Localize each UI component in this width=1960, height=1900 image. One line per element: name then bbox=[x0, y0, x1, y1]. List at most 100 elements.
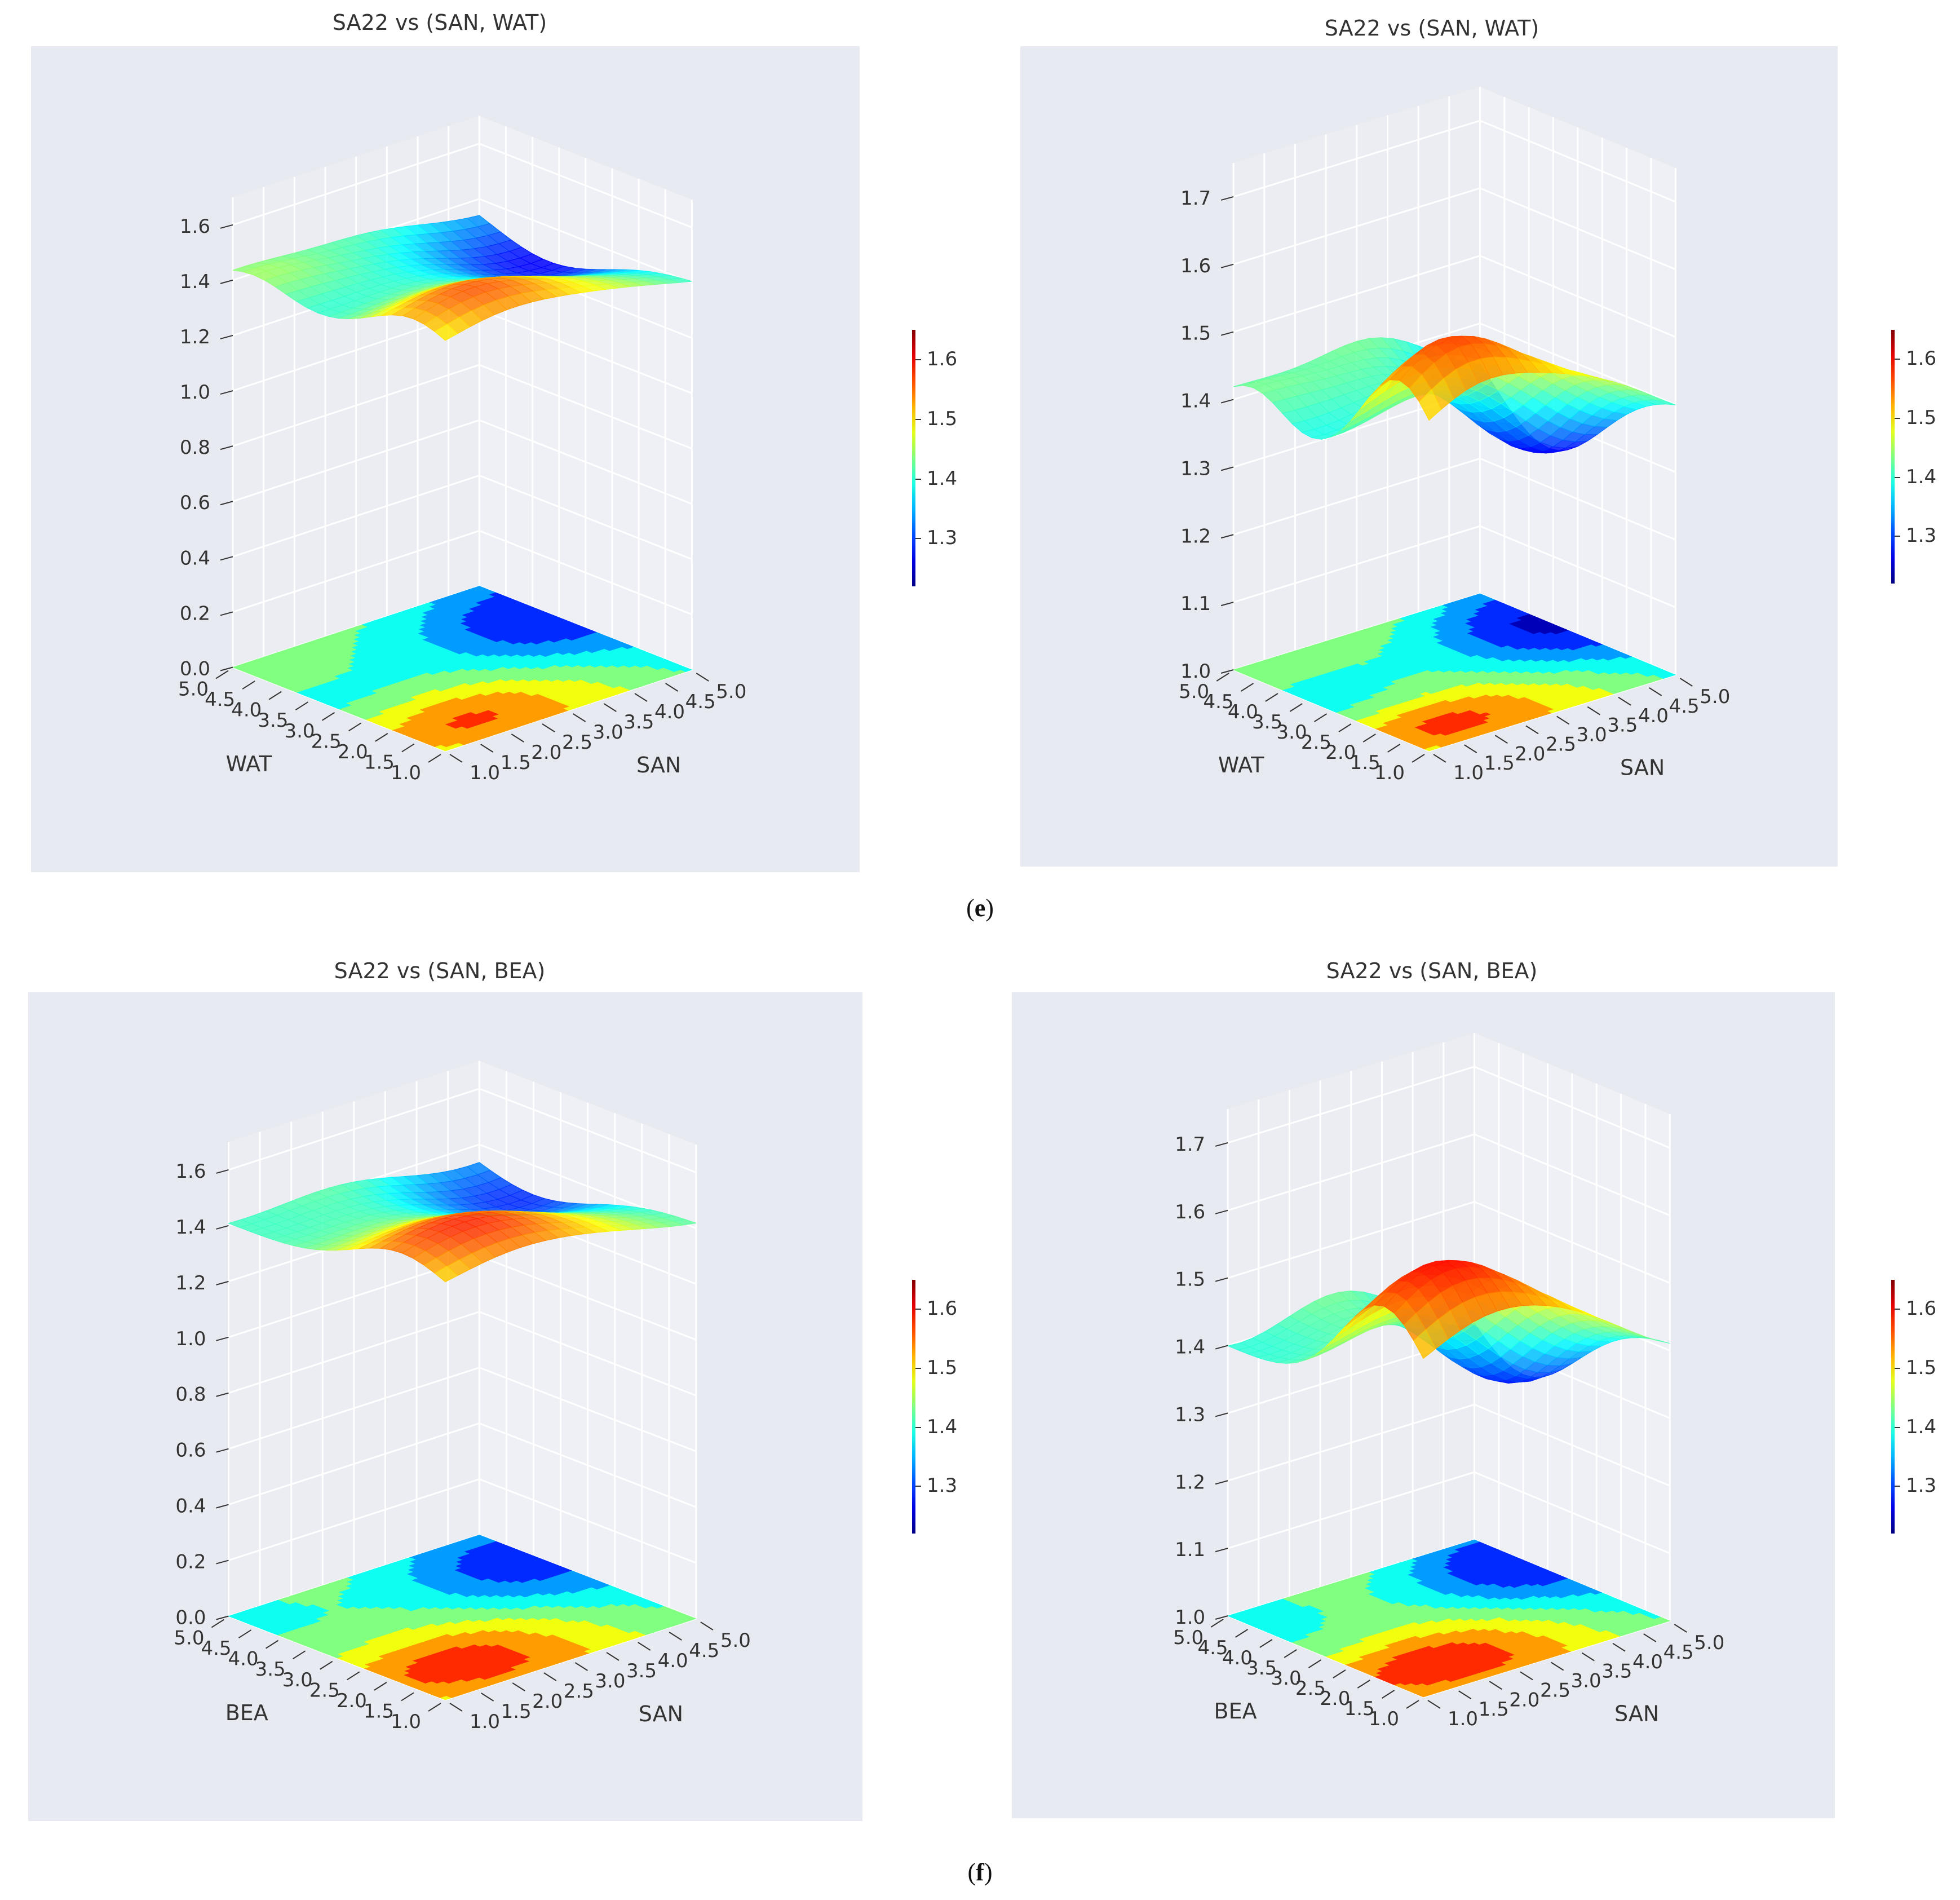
colorbar-tick-label: 1.4 bbox=[1906, 465, 1937, 488]
y-tick-mark bbox=[1618, 696, 1631, 706]
colorbar-tick-mark bbox=[1895, 536, 1900, 537]
gridline bbox=[1233, 120, 1676, 203]
colorbar-tick-label: 1.6 bbox=[927, 347, 958, 370]
z-tick-label: 1.0 bbox=[180, 381, 210, 404]
tick-labels: 1.01.52.02.53.03.54.04.55.01.0 1.5 2.0 2.5 3… bbox=[1179, 187, 1730, 784]
chart-panel-e-right: SA22 vs (SAN, WAT) 1.0 1.5 2.0 2.5 3.0 3.5 4.0… bbox=[992, 0, 1960, 902]
z-tick-mark bbox=[220, 611, 233, 616]
z-tick-label: 1.6 bbox=[180, 215, 210, 238]
colorbar-tick-mark bbox=[915, 359, 921, 360]
x-tick-label: 1.0 bbox=[1374, 762, 1405, 784]
tick-labels: 1.01.52.02.53.03.54.04.55.01.0 1.5 2.0 2.5 3… bbox=[178, 215, 746, 784]
x-tick-mark bbox=[428, 754, 441, 763]
z-tick-mark bbox=[220, 335, 233, 339]
x-tick-mark bbox=[1265, 693, 1278, 702]
y-tick-mark bbox=[1494, 735, 1508, 744]
y-tick-mark bbox=[1556, 715, 1570, 725]
z-tick-mark bbox=[1220, 196, 1234, 201]
y-tick-mark bbox=[511, 734, 524, 743]
gridline bbox=[228, 1422, 697, 1508]
x-tick-mark bbox=[1362, 734, 1376, 743]
z-tick-label: 1.5 bbox=[1180, 322, 1211, 345]
caption-letter: e bbox=[974, 894, 986, 922]
plot-area: 1.0 1.5 2.0 2.5 3.0 3.5 4.0 4.5 5.0 1.0 1.5 2.0 2.5 3… bbox=[1020, 46, 1838, 867]
surface bbox=[232, 215, 692, 341]
x-tick-label: 1.5 bbox=[1350, 752, 1381, 774]
y-tick-mark bbox=[573, 713, 586, 722]
gridline bbox=[232, 474, 692, 560]
contour-cell bbox=[472, 586, 485, 591]
z-tick-label: 1.2 bbox=[180, 326, 210, 348]
x-axis-label: WAT bbox=[226, 752, 273, 776]
z-tick-mark bbox=[1220, 263, 1234, 268]
colorbar-tick-mark bbox=[1895, 417, 1900, 419]
x-tick-mark bbox=[321, 712, 335, 721]
y-tick-label: 4.0 bbox=[1638, 705, 1669, 727]
gridline bbox=[1233, 525, 1676, 608]
z-tick-label: 0.2 bbox=[180, 602, 210, 625]
colorbar-tick-label: 1.5 bbox=[1906, 406, 1937, 429]
gridline bbox=[228, 1367, 697, 1452]
y-tick-label: 4.5 bbox=[685, 691, 716, 713]
x-tick-label: 2.5 bbox=[1301, 731, 1331, 754]
y-tick-label: 3.0 bbox=[1577, 724, 1607, 746]
caption-close: ) bbox=[985, 894, 994, 922]
y-tick-mark bbox=[449, 754, 463, 763]
chart-title: SA22 vs (SAN, WAT) bbox=[332, 10, 547, 35]
x-tick-mark bbox=[401, 743, 415, 753]
chart-panel-e-left: SA22 vs (SAN, WAT) 1.0 1.5 2.0 2.5 3.0 3.5 4.0… bbox=[0, 0, 957, 902]
z-tick-mark bbox=[220, 445, 233, 450]
y-tick-label: 3.5 bbox=[1607, 714, 1638, 737]
z-tick-label: 0.8 bbox=[180, 436, 210, 459]
gridline bbox=[1233, 457, 1676, 541]
x-tick-mark bbox=[375, 733, 388, 742]
x-tick-label: 5.0 bbox=[178, 678, 209, 701]
y-tick-label: 1.5 bbox=[1484, 752, 1515, 775]
x-tick-label: 3.5 bbox=[1252, 711, 1282, 734]
plot-svg: 1.01.52.02.53.03.54.04.55.01.0 1.5 2.0 2.5 3… bbox=[174, 1061, 751, 1733]
x-tick-label: 3.5 bbox=[258, 709, 288, 732]
colorbar-tick-label: 1.4 bbox=[927, 467, 958, 490]
z-tick-mark bbox=[1220, 669, 1234, 674]
floor-contour bbox=[1232, 593, 1676, 752]
x-tick-label: 3.0 bbox=[284, 720, 315, 743]
z-tick-label: 0.0 bbox=[180, 658, 210, 681]
x-tick-mark bbox=[295, 701, 308, 711]
y-tick-label: 5.0 bbox=[716, 681, 746, 703]
surface-patch bbox=[1419, 388, 1442, 421]
y-tick-label: 3.0 bbox=[593, 721, 623, 744]
colorbar: 1.3 1.4 1.5 1.6 bbox=[1891, 330, 1936, 584]
y-tick-mark bbox=[542, 723, 555, 732]
y-tick-mark bbox=[665, 683, 679, 692]
gridline bbox=[232, 143, 692, 228]
y-tick-mark bbox=[696, 673, 709, 682]
z-tick-mark bbox=[220, 501, 233, 506]
x-tick-label: 1.5 bbox=[364, 751, 395, 774]
y-tick-label: 3.5 bbox=[623, 711, 654, 734]
colorbar: 1.3 1.4 1.5 1.6 bbox=[912, 330, 957, 586]
z-tick-label: 1.0 bbox=[1180, 660, 1211, 683]
surface-patch bbox=[434, 324, 458, 341]
gridline bbox=[232, 419, 692, 505]
plot-svg: 1.01.52.02.53.03.54.04.55.01.0 1.5 2.0 2.5 3… bbox=[1179, 87, 1730, 784]
x-tick-mark bbox=[242, 681, 255, 690]
z-tick-label: 0.6 bbox=[180, 492, 210, 514]
y-tick-mark bbox=[1649, 687, 1662, 696]
z-tick-mark bbox=[220, 556, 233, 561]
gridline bbox=[232, 364, 692, 450]
y-tick-mark bbox=[1433, 754, 1446, 763]
x-tick-mark bbox=[348, 722, 362, 732]
colorbar-tick-mark bbox=[915, 538, 921, 540]
z-tick-mark bbox=[220, 279, 233, 284]
z-tick-label: 1.4 bbox=[180, 271, 210, 293]
x-tick-mark bbox=[1387, 744, 1401, 753]
caption-open: ( bbox=[966, 894, 975, 922]
figure-caption-e: (e) bbox=[0, 894, 1960, 922]
plot-area: 1.0 1.5 2.0 2.5 3.0 3.5 4.0 4.5 5.0 1.0 1.5 2.0 2.5 3… bbox=[31, 46, 860, 872]
z-tick-label: 1.7 bbox=[1180, 187, 1211, 210]
y-tick-label: 5.0 bbox=[1700, 686, 1730, 708]
colorbar-tick-label: 1.5 bbox=[927, 407, 958, 430]
colorbar-gradient bbox=[1891, 330, 1895, 584]
x-tick-label: 5.0 bbox=[1179, 681, 1209, 703]
z-tick-mark bbox=[1220, 534, 1234, 539]
